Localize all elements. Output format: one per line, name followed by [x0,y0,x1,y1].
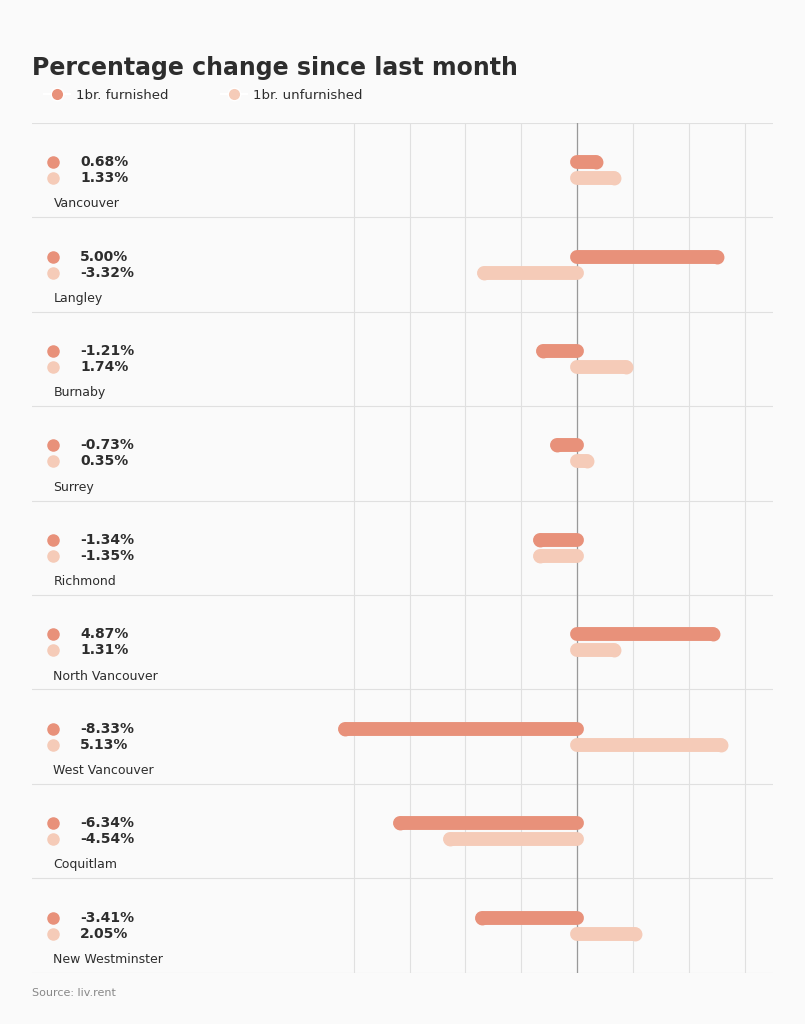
Text: 5.13%: 5.13% [80,737,128,752]
Text: North Vancouver: North Vancouver [53,670,159,683]
Text: 1.31%: 1.31% [80,643,128,657]
Text: 2.05%: 2.05% [80,927,128,941]
Text: Source: liv.rent: Source: liv.rent [32,988,116,998]
Text: West Vancouver: West Vancouver [53,764,154,777]
Text: 5.00%: 5.00% [80,250,128,263]
Text: Vancouver: Vancouver [53,198,119,210]
Text: Langley: Langley [53,292,103,305]
Text: Surrey: Surrey [53,480,94,494]
Text: Coquitlam: Coquitlam [53,858,118,871]
Text: -1.21%: -1.21% [80,344,134,358]
Text: New Westminster: New Westminster [53,953,163,966]
Text: -4.54%: -4.54% [80,833,134,846]
Text: 1.33%: 1.33% [80,171,128,185]
Text: 0.68%: 0.68% [80,155,128,169]
Text: Percentage change since last month: Percentage change since last month [32,56,518,80]
Text: 1.74%: 1.74% [80,360,128,374]
Text: -1.34%: -1.34% [80,532,134,547]
Text: Burnaby: Burnaby [53,386,105,399]
Text: 4.87%: 4.87% [80,628,128,641]
Text: Richmond: Richmond [53,575,116,588]
Text: 0.35%: 0.35% [80,455,128,468]
Legend: 1br. furnished, 1br. unfurnished: 1br. furnished, 1br. unfurnished [39,83,367,106]
Text: -3.41%: -3.41% [80,910,134,925]
Text: -6.34%: -6.34% [80,816,134,830]
Text: -0.73%: -0.73% [80,438,134,453]
Text: -3.32%: -3.32% [80,265,134,280]
Text: -1.35%: -1.35% [80,549,134,563]
Text: -8.33%: -8.33% [80,722,134,735]
